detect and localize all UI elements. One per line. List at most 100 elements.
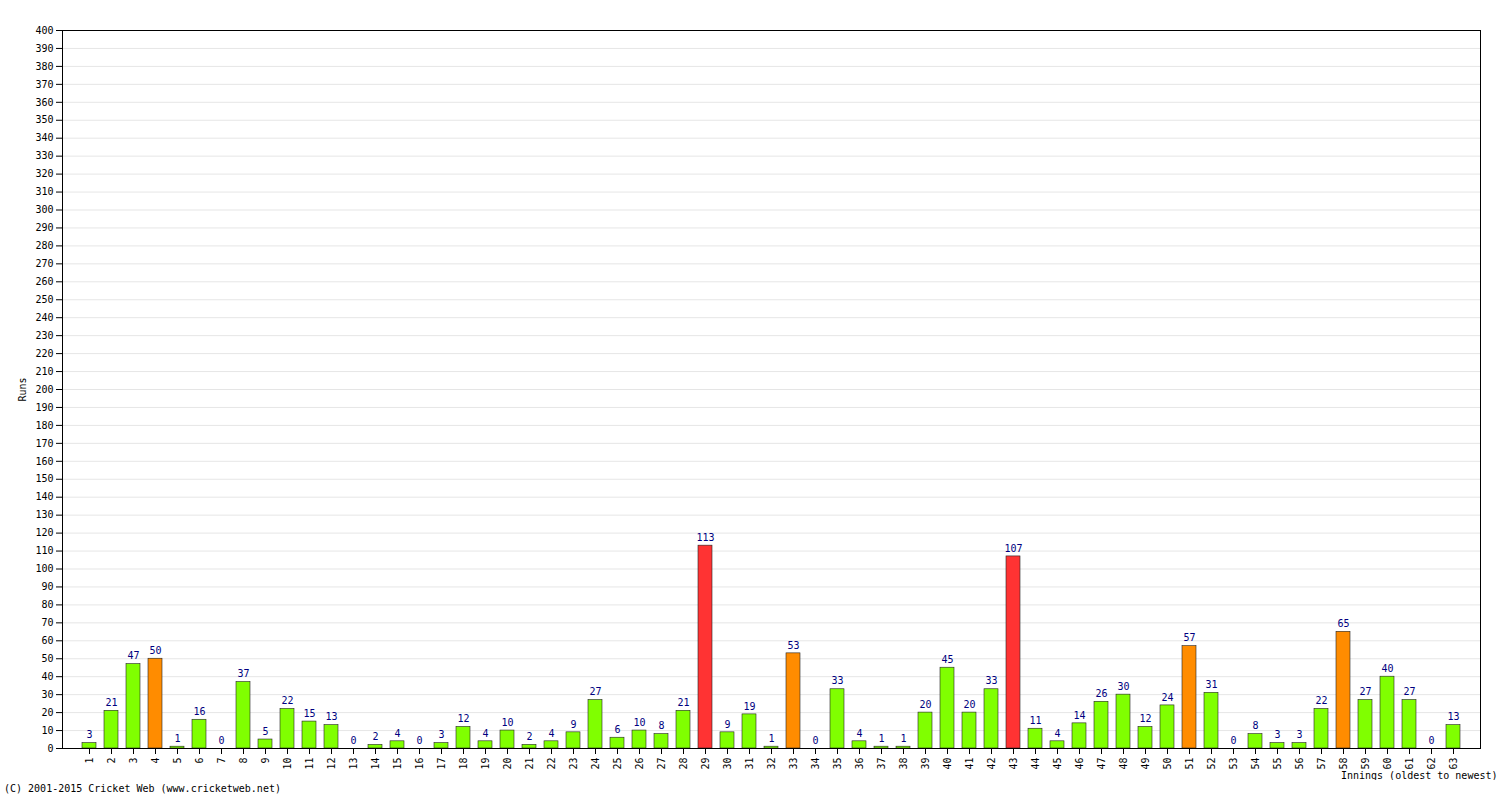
svg-text:240: 240 [35, 312, 53, 323]
svg-text:24: 24 [1161, 692, 1173, 703]
svg-text:80: 80 [41, 599, 53, 610]
svg-text:43: 43 [1008, 758, 1019, 770]
svg-text:4: 4 [394, 728, 400, 739]
svg-text:62: 62 [1426, 758, 1437, 770]
svg-text:47: 47 [1096, 758, 1107, 770]
svg-text:1: 1 [768, 733, 774, 744]
svg-text:10: 10 [501, 717, 513, 728]
svg-text:17: 17 [436, 758, 447, 770]
svg-text:7: 7 [216, 758, 227, 764]
svg-text:190: 190 [35, 402, 53, 413]
svg-text:150: 150 [35, 473, 53, 484]
svg-text:22: 22 [546, 758, 557, 770]
svg-text:27: 27 [656, 758, 667, 770]
svg-text:9: 9 [724, 719, 730, 730]
svg-text:12: 12 [457, 713, 469, 724]
svg-text:0: 0 [1428, 735, 1434, 746]
svg-text:300: 300 [35, 204, 53, 215]
svg-text:65: 65 [1337, 618, 1349, 629]
svg-text:340: 340 [35, 132, 53, 143]
svg-text:19: 19 [480, 758, 491, 770]
svg-text:6: 6 [614, 724, 620, 735]
svg-text:58: 58 [1338, 758, 1349, 770]
svg-text:26: 26 [634, 758, 645, 770]
svg-text:Innings (oldest to newest): Innings (oldest to newest) [1341, 770, 1498, 781]
svg-text:31: 31 [1205, 679, 1217, 690]
svg-text:370: 370 [35, 79, 53, 90]
svg-text:57: 57 [1316, 758, 1327, 770]
svg-text:49: 49 [1140, 758, 1151, 770]
svg-text:1: 1 [174, 733, 180, 744]
svg-text:33: 33 [831, 675, 843, 686]
svg-text:42: 42 [986, 758, 997, 770]
svg-text:37: 37 [237, 668, 249, 679]
svg-text:30: 30 [41, 689, 53, 700]
svg-text:3: 3 [438, 729, 444, 740]
svg-text:27: 27 [1403, 686, 1415, 697]
svg-text:55: 55 [1272, 758, 1283, 770]
svg-text:14: 14 [370, 758, 381, 770]
svg-text:54: 54 [1250, 758, 1261, 770]
svg-text:30: 30 [1117, 681, 1129, 692]
svg-text:21: 21 [524, 758, 535, 770]
svg-text:27: 27 [589, 686, 601, 697]
svg-text:9: 9 [260, 758, 271, 764]
svg-text:4: 4 [482, 728, 488, 739]
svg-text:200: 200 [35, 384, 53, 395]
svg-text:34: 34 [810, 758, 821, 770]
svg-text:40: 40 [41, 671, 53, 682]
svg-text:14: 14 [1073, 710, 1085, 721]
svg-text:12: 12 [326, 758, 337, 770]
svg-text:45: 45 [1052, 758, 1063, 770]
svg-text:50: 50 [149, 645, 161, 656]
svg-text:170: 170 [35, 438, 53, 449]
svg-text:16: 16 [414, 758, 425, 770]
svg-text:22: 22 [1315, 695, 1327, 706]
svg-text:33: 33 [788, 758, 799, 770]
svg-text:1: 1 [878, 733, 884, 744]
svg-text:3: 3 [128, 758, 139, 764]
svg-text:110: 110 [35, 545, 53, 556]
svg-text:50: 50 [41, 653, 53, 664]
svg-text:40: 40 [1381, 663, 1393, 674]
svg-text:12: 12 [1139, 713, 1151, 724]
svg-text:41: 41 [964, 758, 975, 770]
svg-text:13: 13 [348, 758, 359, 770]
svg-text:1: 1 [84, 758, 95, 764]
svg-text:20: 20 [502, 758, 513, 770]
svg-text:63: 63 [1448, 758, 1459, 770]
svg-text:220: 220 [35, 348, 53, 359]
svg-text:280: 280 [35, 240, 53, 251]
svg-text:13: 13 [325, 711, 337, 722]
svg-text:11: 11 [1029, 715, 1041, 726]
svg-text:0: 0 [416, 735, 422, 746]
svg-text:30: 30 [722, 758, 733, 770]
svg-text:21: 21 [677, 697, 689, 708]
svg-text:3: 3 [1296, 729, 1302, 740]
svg-text:21: 21 [105, 697, 117, 708]
svg-text:24: 24 [590, 758, 601, 770]
svg-text:3: 3 [86, 729, 92, 740]
svg-text:107: 107 [1004, 543, 1022, 554]
svg-text:59: 59 [1360, 758, 1371, 770]
svg-text:180: 180 [35, 420, 53, 431]
svg-text:160: 160 [35, 456, 53, 467]
svg-text:3: 3 [1274, 729, 1280, 740]
svg-text:130: 130 [35, 509, 53, 520]
svg-text:350: 350 [35, 114, 53, 125]
svg-text:32: 32 [766, 758, 777, 770]
svg-text:57: 57 [1183, 632, 1195, 643]
svg-text:33: 33 [985, 675, 997, 686]
svg-text:16: 16 [193, 706, 205, 717]
svg-text:8: 8 [658, 720, 664, 731]
svg-text:61: 61 [1404, 758, 1415, 770]
svg-text:39: 39 [920, 758, 931, 770]
svg-text:230: 230 [35, 330, 53, 341]
svg-text:Runs: Runs [17, 377, 28, 401]
svg-text:90: 90 [41, 581, 53, 592]
svg-text:11: 11 [304, 758, 315, 770]
svg-text:5: 5 [262, 726, 268, 737]
svg-text:120: 120 [35, 527, 53, 538]
svg-text:27: 27 [1359, 686, 1371, 697]
svg-text:4: 4 [548, 728, 554, 739]
